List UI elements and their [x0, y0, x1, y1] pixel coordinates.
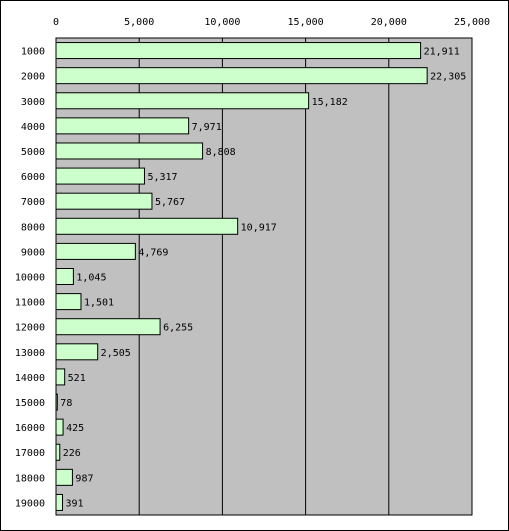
bars [55, 42, 428, 511]
y-tick-label: 17000 [15, 448, 45, 459]
y-tick-label: 16000 [15, 423, 45, 434]
bar [55, 242, 136, 260]
bar [55, 117, 190, 135]
y-tick-label: 7000 [21, 197, 45, 208]
data-label: 5,317 [147, 172, 177, 183]
bar [55, 443, 61, 461]
x-tick-label: 20,000 [371, 17, 407, 28]
x-tick-label: 5,000 [124, 17, 154, 28]
bar [55, 42, 422, 60]
data-label: 425 [66, 423, 84, 434]
bar [55, 67, 428, 85]
data-label: 6,255 [163, 323, 193, 334]
y-tick-label: 2000 [21, 72, 45, 83]
y-tick-label: 12000 [15, 323, 45, 334]
data-labels: 21,911 22,305 15,182 7,971 8,808 5,317 5,767 10… [60, 47, 466, 510]
data-label: 78 [60, 398, 72, 409]
plot-area [55, 37, 473, 516]
data-label: 10,917 [241, 222, 277, 233]
bar [55, 318, 161, 336]
y-tick-label: 4000 [21, 122, 45, 133]
bar [55, 217, 239, 235]
y-tick-label: 9000 [21, 247, 45, 258]
data-label: 8,808 [206, 147, 236, 158]
x-tick-label: 15,000 [288, 17, 324, 28]
y-tick-label: 8000 [21, 222, 45, 233]
bar [55, 368, 66, 386]
y-tick-label: 13000 [15, 348, 45, 359]
x-axis-tick-labels: 0 5,000 10,000 15,000 20,000 25,000 [53, 17, 490, 28]
bar [55, 468, 73, 486]
y-tick-label: 19000 [15, 498, 45, 509]
bar [55, 92, 310, 110]
y-tick-label: 14000 [15, 373, 45, 384]
bar [55, 343, 99, 361]
y-tick-label: 5000 [21, 147, 45, 158]
bar [55, 167, 145, 185]
data-label: 226 [63, 448, 81, 459]
data-label: 15,182 [312, 97, 348, 108]
data-label: 1,045 [76, 273, 106, 284]
data-label: 1,501 [84, 298, 114, 309]
y-tick-label: 18000 [15, 473, 45, 484]
bar [55, 192, 153, 210]
data-label: 7,971 [192, 122, 222, 133]
bar [55, 142, 204, 160]
x-tick-label: 25,000 [454, 17, 490, 28]
y-tick-label: 1000 [21, 47, 45, 58]
x-tick-label: 0 [53, 17, 59, 28]
data-label: 391 [66, 498, 84, 509]
y-tick-label: 15000 [15, 398, 45, 409]
data-label: 4,769 [138, 247, 168, 258]
bar [55, 418, 64, 436]
x-tick-label: 10,000 [204, 17, 240, 28]
data-label: 21,911 [424, 47, 460, 58]
bar [55, 293, 82, 311]
y-axis-tick-labels: 1000 2000 3000 4000 5000 6000 7000 8000 9000 1000… [15, 47, 45, 510]
y-tick-label: 10000 [15, 273, 45, 284]
data-label: 521 [68, 373, 86, 384]
bar [55, 268, 74, 285]
data-label: 5,767 [155, 197, 185, 208]
bar [55, 493, 64, 511]
bar [55, 393, 58, 411]
y-tick-label: 11000 [15, 298, 45, 309]
data-label: 22,305 [430, 72, 466, 83]
data-label: 987 [75, 473, 93, 484]
data-label: 2,505 [101, 348, 131, 359]
y-tick-label: 6000 [21, 172, 45, 183]
y-tick-label: 3000 [21, 97, 45, 108]
